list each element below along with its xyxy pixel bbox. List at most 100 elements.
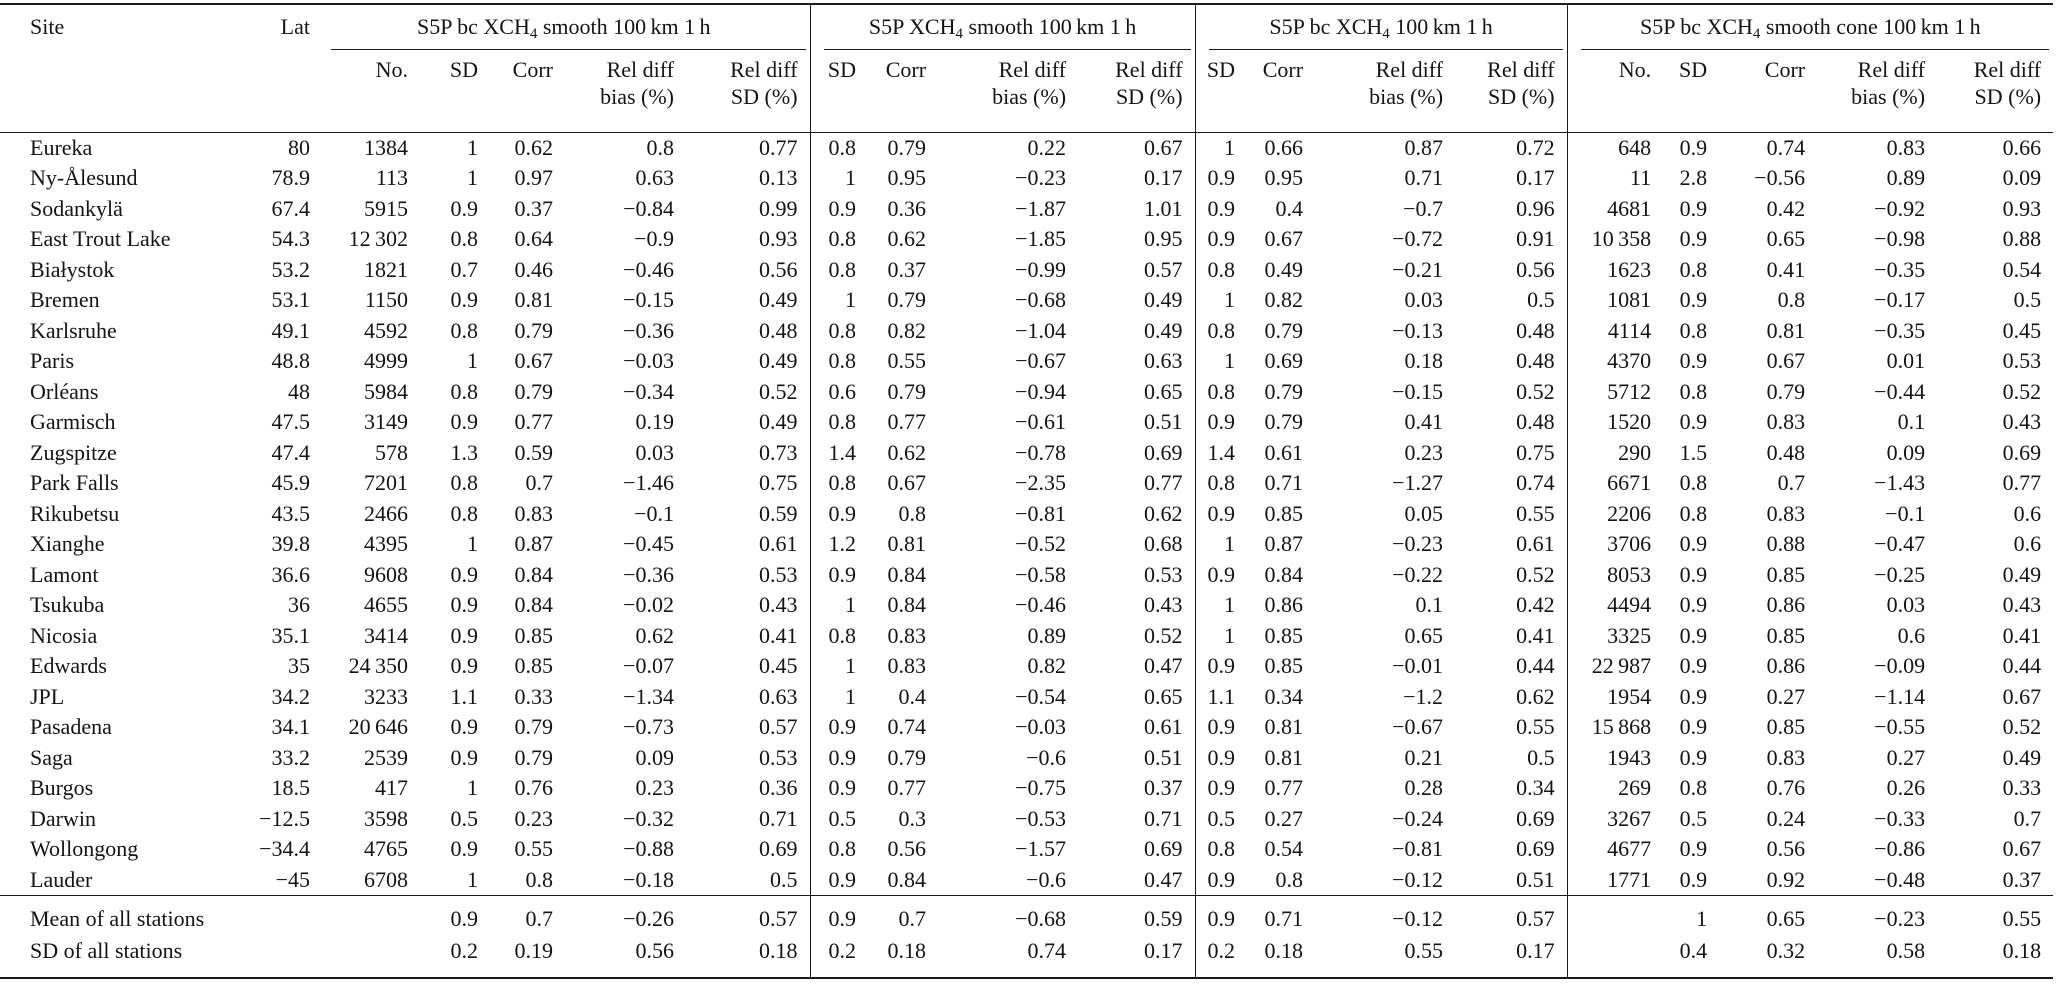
cell-g3-sd: 1 [1194,132,1248,163]
cell-g4-corr: 0.85 [1766,622,1806,648]
cell-site: Tsukuba [30,592,105,617]
cell-lat: 36 [288,592,310,617]
cell-g4-corr: 0.83 [1766,409,1806,434]
subscript-4: 4 [1382,26,1390,42]
cell-g3-corr: 0.18 [1264,938,1304,963]
cell-site: Wollongong [30,836,139,861]
cell-g3-rds: 0.48 [1516,348,1555,373]
cell-site: Lamont [30,561,99,587]
cell-site: Darwin [30,805,96,831]
cell-g4-rds: 0.43 [2002,409,2042,434]
cell-g2-rdb: −0.99 [1015,256,1067,282]
cell-g3-rdb: −0.01 [1392,653,1444,678]
cell-g3-rdb: −1.27 [1392,470,1444,495]
cell-g3-rds: 0.17 [1516,938,1555,963]
cell-g1-corr: 0.97 [514,165,554,190]
cell-g4-no: 3267 [1566,803,1664,834]
cell-g1-sd: 0.9 [420,895,490,935]
cell-g2-sd: 0.8 [809,407,869,438]
cell-lat: 39.8 [271,531,311,556]
cell-g3-sd: 1 [1194,590,1248,621]
cell-g1-no: 20 646 [348,714,408,739]
cell-g2-sd: 0.8 [809,254,869,285]
cell-g3-corr: 0.81 [1264,744,1304,770]
cell-g4-sd: 0.9 [1679,226,1708,251]
cell-g3-rdb: −0.13 [1392,317,1444,343]
cell-g4-rdb: −0.92 [1874,195,1926,221]
cell-g1-rds: 0.57 [686,895,811,935]
cell-g3-rdb: 0.03 [1404,287,1444,312]
station-row: Bremen 53.1 1150 0.9 0.81 −0.15 0.49 1 0.79 −0.68… [0,285,2053,316]
cell-g1-rdb: −0.1 [634,500,674,526]
cell-g2-sd: 0.8 [809,468,869,499]
cell-g3-rdb: −0.15 [1392,378,1444,404]
cell-g2-corr: 0.77 [887,775,927,800]
cell-g4-corr: 0.74 [1766,134,1806,160]
cell-g4-rdb: 0.83 [1886,134,1926,160]
cell-g1-sd: 0.8 [450,226,479,251]
cell-g4-rdb: 0.1 [1897,409,1926,434]
cell-g1-rds: 0.52 [759,378,798,404]
subheader-g4-reldiff-sd: Rel diff SD (%) [1937,50,2054,133]
cell-g4-rdb: 0.09 [1886,439,1926,465]
cell-g3-sd: 1 [1194,346,1248,377]
cell-g1-sd: 0.7 [450,256,479,282]
cell-g3-corr: 0.54 [1264,836,1304,861]
station-row: Orléans 48 5984 0.8 0.79 −0.34 0.52 0.6 0.79 −0.9… [0,376,2053,407]
header-line1: No. [375,57,408,82]
cell-g1-rdb: 0.62 [635,622,675,648]
cell-g2-rdb: −0.61 [1015,409,1067,434]
cell-g3-rds: 0.61 [1516,531,1555,556]
cell-g2-rds: 0.68 [1144,531,1183,556]
cell-g1-no [318,935,420,978]
group-header-2: S5P XCH4 smooth 100 km 1 h [809,4,1196,50]
cell-g3-corr: 0.71 [1264,470,1304,495]
cell-g3-corr: 0.49 [1264,256,1304,282]
cell-g4-no: 4370 [1566,346,1664,377]
cell-g2-sd: 0.9 [809,193,869,224]
station-row: Rikubetsu 43.5 2466 0.8 0.83 −0.1 0.59 0.9 0.8 −0… [0,498,2053,529]
cell-g4-rds: 0.52 [2002,378,2042,404]
cell-g4-sd: 0.9 [1679,714,1708,739]
cell-g2-sd: 0.5 [809,803,869,834]
cell-g4-no: 6671 [1566,468,1664,499]
cell-g2-sd: 0.6 [809,376,869,407]
cell-g1-rds: 0.18 [759,938,798,963]
cell-g4-rdb: 0.01 [1886,348,1926,373]
cell-g4-rdb: −0.09 [1874,653,1926,678]
cell-g4-no: 15 868 [1566,712,1664,743]
cell-g1-sd: 0.8 [450,500,479,526]
station-row: Xianghe 39.8 4395 1 0.87 −0.45 0.61 1.2 0.81 −0.5… [0,529,2053,560]
cell-g3-rdb: −0.22 [1392,561,1444,587]
cell-g4-rds: 0.54 [2002,256,2042,282]
cell-g2-rds: 0.53 [1144,561,1183,587]
cell-g4-rds: 0.18 [2002,938,2042,963]
cell-g3-rds: 0.42 [1516,592,1555,617]
cell-g3-corr: 0.82 [1264,287,1304,312]
subheader-g4-reldiff-bias: Rel diff bias (%) [1817,50,1938,133]
cell-g2-rdb: −0.68 [938,895,1079,935]
cell-g2-corr: 0.79 [887,134,927,160]
cell-g2-rdb: −1.04 [1015,317,1067,343]
cell-g3-corr: 0.85 [1264,622,1304,648]
cell-lat: 48.8 [271,348,311,373]
group-title-text: smooth 100 km 1 h [962,14,1137,39]
cell-g2-sd: 0.9 [809,559,869,590]
cell-g2-corr: 0.81 [887,531,927,556]
cell-g2-sd: 0.9 [809,498,869,529]
station-row: Eureka 80 1384 1 0.62 0.8 0.77 0.8 0.79 0.22 0.67 1… [0,132,2053,163]
cell-g3-rds: 0.34 [1516,775,1555,800]
group-title-text: S5P bc XCH [1640,14,1753,39]
cell-g3-rdb: −0.7 [1403,195,1444,221]
cell-g4-corr: 0.83 [1766,500,1806,526]
subheader-g3-reldiff-bias: Rel diff bias (%) [1315,50,1456,133]
cell-g1-corr: 0.19 [514,938,554,963]
cell-g1-sd: 0.9 [450,195,479,221]
cell-g3-rds: 0.5 [1527,744,1555,770]
cell-g2-rds: 0.69 [1144,439,1183,465]
header-line1: Corr [1262,57,1304,82]
cell-site: Pasadena [30,714,112,739]
cell-g4-rds: 0.88 [2002,226,2042,251]
cell-g1-no: 4765 [364,836,408,861]
cell-g1-rdb: −1.46 [623,470,674,495]
